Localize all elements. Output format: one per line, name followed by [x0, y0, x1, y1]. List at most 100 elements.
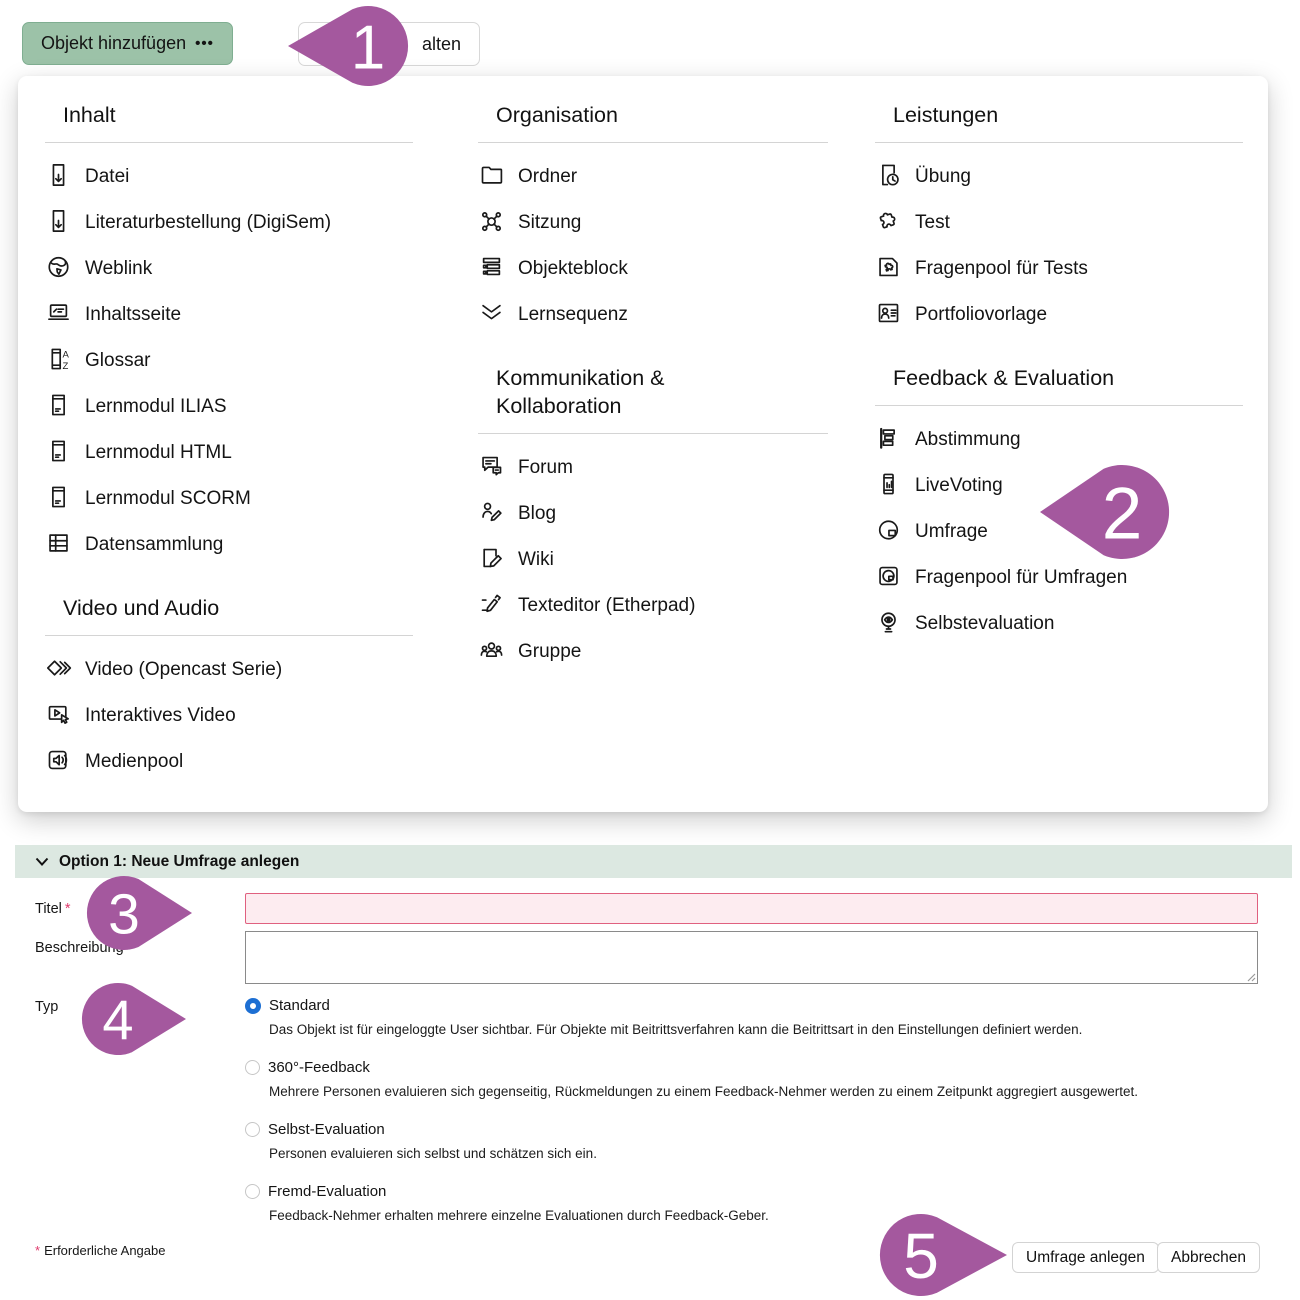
- menu-item-label: Video (Opencast Serie): [85, 658, 283, 680]
- folder-icon: [478, 161, 505, 189]
- menu-item-lernsequenz[interactable]: Lernsequenz: [478, 299, 828, 329]
- file-download-icon: [45, 161, 72, 189]
- menu-item-label: Literaturbestellung (DigiSem): [85, 211, 332, 233]
- menu-item-label: Fragenpool für Tests: [915, 257, 1088, 279]
- menu-section-header: Kommunikation & Kollaboration: [478, 359, 828, 434]
- menu-item-label: Gruppe: [518, 640, 582, 662]
- menu-item-label: Blog: [518, 502, 557, 524]
- menu-item-portfoliovorlage[interactable]: Portfoliovorlage: [875, 299, 1243, 329]
- menu-item-lernmodul-ilias[interactable]: Lernmodul ILIAS: [45, 391, 413, 421]
- add-object-dropdown-panel: Inhalt Datei Literaturbestellung (DigiSem)…: [18, 76, 1268, 812]
- menu-item-label: LiveVoting: [915, 474, 1003, 496]
- menu-item-fragenpool-für-tests[interactable]: Fragenpool für Tests: [875, 253, 1243, 283]
- radio-selected-icon[interactable]: [245, 997, 261, 1014]
- menu-item-datei[interactable]: Datei: [45, 161, 413, 191]
- menu-section-organisation: Organisation Ordner Sitzung Objekteblock Ler…: [478, 96, 828, 329]
- menu-item-gruppe[interactable]: Gruppe: [478, 636, 828, 666]
- menu-column-organisation: Organisation Ordner Sitzung Objekteblock Ler…: [478, 96, 828, 682]
- menu-item-medienpool[interactable]: Medienpool: [45, 746, 413, 776]
- menu-section-header: Feedback & Evaluation: [875, 359, 1243, 406]
- option1-header-label: Option 1: Neue Umfrage anlegen: [59, 852, 300, 870]
- menu-item-weblink[interactable]: Weblink: [45, 253, 413, 283]
- menu-item-label: Texteditor (Etherpad): [518, 594, 696, 616]
- radio-unselected-icon[interactable]: [245, 1060, 260, 1075]
- menu-item-literaturbestellung-digisem[interactable]: Literaturbestellung (DigiSem): [45, 207, 413, 237]
- menu-item-abstimmung[interactable]: Abstimmung: [875, 424, 1243, 454]
- create-survey-button[interactable]: Umfrage anlegen: [1012, 1242, 1159, 1273]
- menu-item-livevoting[interactable]: LiveVoting: [875, 470, 1243, 500]
- type-option-description: Feedback-Nehmer erhalten mehrere einzeln…: [269, 1208, 769, 1223]
- menu-item-inhaltsseite[interactable]: Inhaltsseite: [45, 299, 413, 329]
- menu-section-video-und-audio: Video und Audio Video (Opencast Serie) Int…: [45, 589, 413, 776]
- menu-item-label: Selbstevaluation: [915, 612, 1055, 634]
- required-note: * Erforderliche Angabe: [35, 1243, 166, 1258]
- content-page-icon: [45, 299, 72, 327]
- etherpad-icon: [478, 590, 505, 618]
- menu-item-übung[interactable]: Übung: [875, 161, 1243, 191]
- questionpool-surveys-icon: [875, 562, 902, 590]
- menu-item-forum[interactable]: Forum: [478, 452, 828, 482]
- menu-item-label: Forum: [518, 456, 573, 478]
- livevoting-icon: [875, 470, 902, 498]
- blog-icon: [478, 498, 505, 526]
- menu-item-lernmodul-scorm[interactable]: Lernmodul SCORM: [45, 483, 413, 513]
- description-textarea[interactable]: [245, 931, 1258, 984]
- description-field-wrap: [245, 931, 1258, 984]
- menu-section-title: Feedback & Evaluation: [893, 365, 1115, 390]
- menu-item-selbstevaluation[interactable]: Selbstevaluation: [875, 608, 1243, 638]
- callout-4-badge: 4: [81, 983, 186, 1055]
- puzzle-icon: [875, 207, 902, 235]
- type-option-description: Mehrere Personen evaluieren sich gegense…: [269, 1084, 1138, 1099]
- table-icon: [45, 529, 72, 557]
- radio-unselected-icon[interactable]: [245, 1184, 260, 1199]
- menu-item-sitzung[interactable]: Sitzung: [478, 207, 828, 237]
- menu-item-ordner[interactable]: Ordner: [478, 161, 828, 191]
- callout-number: 4: [102, 988, 133, 1051]
- menu-item-wiki[interactable]: Wiki: [478, 544, 828, 574]
- mediapool-icon: [45, 746, 72, 774]
- type-option-360-feedback[interactable]: 360°-Feedback: [245, 1059, 1258, 1076]
- menu-item-fragenpool-für-umfragen[interactable]: Fragenpool für Umfragen: [875, 562, 1243, 592]
- menu-item-interaktives-video[interactable]: Interaktives Video: [45, 700, 413, 730]
- menu-item-label: Test: [915, 211, 950, 233]
- menu-section-header: Inhalt: [45, 96, 413, 143]
- menu-item-label: Lernmodul SCORM: [85, 487, 251, 509]
- menu-item-objekteblock[interactable]: Objekteblock: [478, 253, 828, 283]
- menu-item-glossar[interactable]: A Z Glossar: [45, 345, 413, 375]
- option1-collapsible-header[interactable]: Option 1: Neue Umfrage anlegen: [15, 845, 1292, 878]
- menu-item-video-opencast-serie[interactable]: Video (Opencast Serie): [45, 654, 413, 684]
- globe-icon: [45, 253, 72, 281]
- type-option-fremd-evaluation[interactable]: Fremd-Evaluation: [245, 1183, 1258, 1200]
- menu-item-label: Lernmodul HTML: [85, 441, 232, 463]
- menu-item-umfrage[interactable]: Umfrage: [875, 516, 1243, 546]
- menu-item-blog[interactable]: Blog: [478, 498, 828, 528]
- menu-item-test[interactable]: Test: [875, 207, 1243, 237]
- menu-item-label: Datei: [85, 165, 130, 187]
- menu-item-texteditor-etherpad[interactable]: Texteditor (Etherpad): [478, 590, 828, 620]
- menu-section-title: Organisation: [496, 103, 618, 127]
- cancel-button[interactable]: Abbrechen: [1157, 1242, 1260, 1273]
- radio-unselected-icon[interactable]: [245, 1122, 260, 1137]
- type-option-selbst-evaluation[interactable]: Selbst-Evaluation: [245, 1121, 1258, 1138]
- menu-item-label: Fragenpool für Umfragen: [915, 566, 1128, 588]
- opencast-icon: [45, 654, 72, 682]
- callout-3-badge: 3: [86, 876, 192, 950]
- description-label: Beschreibung: [35, 940, 124, 956]
- menu-item-label: Inhaltsseite: [85, 303, 182, 325]
- title-input[interactable]: [245, 893, 1258, 924]
- menu-section-leistungen: Leistungen Übung Test Fragenpool für Tests P…: [875, 96, 1243, 329]
- svg-text:Z: Z: [63, 361, 69, 372]
- menu-item-datensammlung[interactable]: Datensammlung: [45, 529, 413, 559]
- menu-section-title: Kommunikation & Kollaboration: [496, 365, 665, 418]
- menu-item-lernmodul-html[interactable]: Lernmodul HTML: [45, 437, 413, 467]
- type-option-label: Selbst-Evaluation: [268, 1121, 385, 1138]
- object-block-icon: [478, 253, 505, 281]
- add-object-button[interactable]: Objekt hinzufügen •••: [22, 22, 233, 65]
- interactive-video-icon: [45, 700, 72, 728]
- type-option-label: 360°-Feedback: [268, 1059, 370, 1076]
- type-option-standard[interactable]: Standard: [245, 997, 1258, 1014]
- menu-section-kommunikation-kollaboration: Kommunikation & Kollaboration Forum Blog Wi…: [478, 359, 828, 666]
- manage-button[interactable]: alten: [298, 22, 480, 66]
- title-label: Titel *: [35, 901, 71, 917]
